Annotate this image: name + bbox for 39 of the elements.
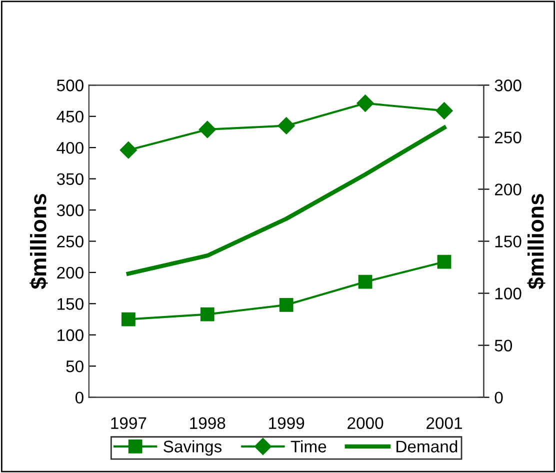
point <box>198 120 216 138</box>
x-tick-label: 1999 <box>269 417 304 430</box>
y-tick-label: 100 <box>58 329 84 342</box>
y2-tick-label: 250 <box>494 132 522 144</box>
point <box>200 307 214 322</box>
y-tick-label: 500 <box>56 80 84 92</box>
legend-label: Demand <box>396 440 458 452</box>
point <box>358 274 372 289</box>
y-tick-label: 0 <box>75 392 84 404</box>
x-tick-label: 2001 <box>426 417 462 430</box>
y-tick-label: 50 <box>66 360 84 372</box>
y-axis-title: $millions <box>30 194 48 290</box>
point <box>436 102 453 120</box>
point <box>356 94 374 112</box>
y-tick-label: 300 <box>56 204 84 216</box>
y-tick-label: 250 <box>57 236 84 248</box>
y-tick-label: 200 <box>57 266 84 279</box>
y2-tick-label: 200 <box>494 184 522 196</box>
point <box>120 142 137 159</box>
point <box>278 117 295 134</box>
legend-label: Time <box>290 440 326 452</box>
x-tick-label: 1998 <box>190 417 226 430</box>
y2-tick-label: 50 <box>494 340 512 352</box>
y-tick-label: 400 <box>56 142 84 154</box>
point <box>279 298 294 312</box>
x-tick-label: 1997 <box>111 417 146 430</box>
y2-tick-label: 0 <box>494 392 503 404</box>
line-series <box>126 126 446 276</box>
legend-label: Savings <box>164 440 222 456</box>
y-tick-label: 450 <box>56 110 84 123</box>
y2-tick-label: 150 <box>495 236 522 248</box>
y2-axis-title: $millions <box>527 194 546 290</box>
point <box>437 254 452 269</box>
y2-tick-label: 300 <box>494 80 522 92</box>
point <box>121 312 136 326</box>
x-tick-label: 2000 <box>348 417 384 430</box>
y-tick-label: 150 <box>58 298 84 310</box>
y2-tick-label: 100 <box>495 288 522 300</box>
y-tick-label: 350 <box>56 173 84 185</box>
